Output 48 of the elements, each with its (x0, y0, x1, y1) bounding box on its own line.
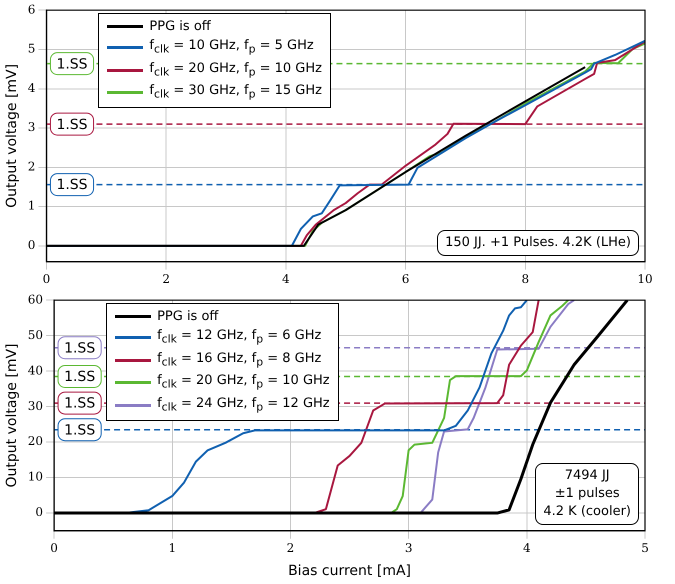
ref-line-label: 1.SS (56, 177, 88, 194)
legend-label: PPG is off (157, 308, 218, 326)
x-tick-label: 10 (637, 272, 653, 286)
legend-label: f$_{clk}$ = 16 GHz, f$_{p}$ = 8 GHz (157, 350, 322, 370)
y-tick-label: 4 (28, 80, 36, 95)
y-tick-label: 40 (28, 363, 44, 378)
y-tick-label: 10 (28, 470, 44, 484)
ref-line-label: 1.SS (64, 369, 96, 386)
y-tick-label: 5 (28, 42, 36, 56)
legend-label: f$_{clk}$ = 20 GHz, f$_{p}$ = 10 GHz (157, 372, 330, 393)
ref-line-label: 1.SS (56, 116, 88, 133)
x-tick-label: 3 (404, 541, 412, 556)
y-tick-label: 3 (28, 120, 36, 134)
annotation: 7494 JJ (564, 466, 611, 485)
ref-line-label: 1.SS (56, 56, 88, 72)
x-tick-label: 4 (282, 272, 290, 286)
x-tick-label: 6 (402, 272, 410, 286)
y-tick-label: 20 (28, 434, 44, 448)
x-tick-label: 4 (522, 541, 531, 556)
y-tick-label: 0 (35, 505, 44, 520)
ref-line-label: 1.SS (64, 422, 96, 438)
legend-label: f$_{clk}$ = 10 GHz, f$_{p}$ = 5 GHz (149, 37, 314, 58)
y-tick-label: 60 (28, 292, 44, 306)
legend-label: f$_{clk}$ = 30 GHz, f$_{p}$ = 15 GHz (149, 82, 322, 103)
x-tick-label: 2 (286, 541, 294, 556)
y-tick-label: 0 (28, 238, 36, 252)
annotation: 4.2 K (cooler) (543, 502, 631, 521)
x-tick-label: 5 (641, 541, 649, 556)
x-tick-label: 0 (50, 541, 58, 556)
legend-label: f$_{clk}$ = 24 GHz, f$_{p}$ = 12 GHz (157, 394, 330, 416)
x-tick-label: 1 (168, 541, 176, 556)
x-tick-label: 8 (521, 272, 530, 286)
legend-label: f$_{clk}$ = 20 GHz, f$_{p}$ = 10 GHz (149, 60, 322, 80)
legend-label: f$_{clk}$ = 12 GHz, f$_{p}$ = 6 GHz (157, 327, 322, 348)
x-axis-title: Bias current [mA] (288, 563, 411, 580)
annotation: ±1 pulses (554, 484, 621, 503)
annotation: 150 JJ. +1 Pulses. 4.2K (LHe) (445, 234, 631, 252)
legend-label: PPG is off (149, 18, 211, 36)
y-axis-title: Output voltage [mV] (4, 344, 20, 488)
y-tick-label: 6 (28, 2, 36, 16)
y-tick-label: 2 (28, 159, 36, 174)
x-tick-label: 2 (162, 272, 170, 286)
ref-line-label: 1.SS (64, 396, 96, 412)
y-axis-title: Output voltage [mV] (4, 64, 20, 208)
y-tick-label: 30 (28, 398, 44, 413)
ref-line-label: 1.SS (64, 340, 96, 356)
y-tick-label: 50 (28, 328, 44, 342)
y-tick-label: 1 (28, 198, 36, 213)
